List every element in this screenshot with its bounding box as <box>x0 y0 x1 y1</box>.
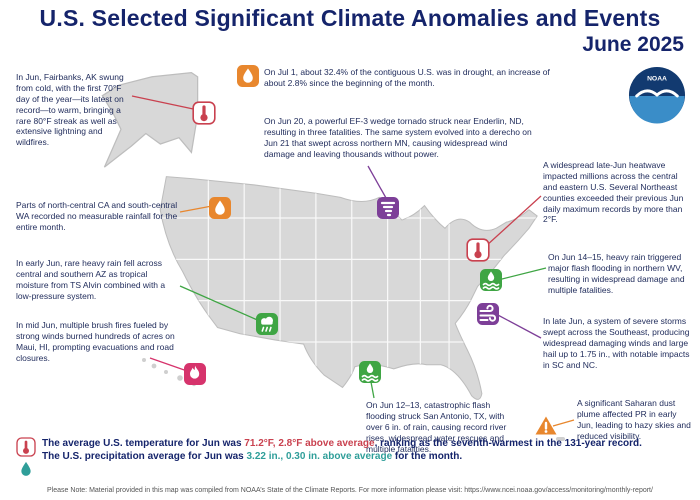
wind-glyph <box>479 304 497 322</box>
summary-text-part: for the month. <box>392 451 463 462</box>
summary-text-part: The average U.S. temperature for Jun was <box>42 438 245 449</box>
drought-icon <box>237 65 259 87</box>
footer-link[interactable]: https://www.ncei.noaa.gov/access/monitor… <box>464 487 653 494</box>
callout-southeast-storms: In late Jun, a system of severe storms s… <box>543 316 690 370</box>
flame-glyph <box>190 365 200 379</box>
logo-label: NOAA <box>647 76 667 83</box>
callout-saharan-dust: A significant Saharan dust plume affecte… <box>577 398 691 441</box>
flame-icon <box>184 363 206 385</box>
callout-wv-flash-flooding: On Jun 14–15, heavy rain triggered major… <box>548 252 685 295</box>
callout-national-drought: On Jul 1, about 32.4% of the contiguous … <box>264 67 550 88</box>
summary-text-part: , ranking as the seventh-warmest in the … <box>42 438 642 462</box>
flood-icon <box>359 361 381 383</box>
callout-late-jun-heatwave: A widespread late-Jun heatwave impacted … <box>543 160 684 225</box>
droplet-icon <box>209 197 231 219</box>
rain-glyph <box>261 326 272 332</box>
flood-wave-glyph <box>482 282 500 290</box>
callout-az-tropical-rain: In early Jun, rare heavy rain fell acros… <box>16 258 166 301</box>
noaa-logo: NOAA <box>628 66 686 124</box>
droplet-glyph <box>215 200 225 215</box>
cloud-glyph <box>261 316 273 325</box>
thermometer-icon <box>192 101 216 125</box>
tornado-glyph <box>380 201 396 217</box>
footer-text: Please Note: Material provided in this m… <box>47 487 463 494</box>
summary-thermometer-icon <box>16 437 36 457</box>
flood-icon <box>480 269 502 291</box>
thermometer-bulb <box>200 114 208 122</box>
dust-icon <box>535 416 557 435</box>
page-subtitle: June 2025 <box>582 33 684 56</box>
puerto-rico <box>556 437 565 441</box>
rain-icon <box>256 313 278 335</box>
summary-droplet-icon <box>21 461 31 476</box>
summary-temperature-value: 71.2°F, 2.8°F above average <box>244 438 375 449</box>
callout-nd-tornado-derecho: On Jun 20, a powerful EF-3 wedge tornado… <box>264 116 532 159</box>
callout-san-antonio-flooding: On Jun 12–13, catastrophic flash floodin… <box>366 400 507 454</box>
summary-precipitation-value: 3.22 in., 0.30 in. above average <box>246 451 393 462</box>
seagull-glyph <box>635 89 679 98</box>
tornado-icon <box>377 197 399 219</box>
logo-lower-half <box>629 95 685 124</box>
flood-wave-glyph <box>361 374 379 382</box>
flood-drop-glyph <box>487 271 495 281</box>
thermometer-icon <box>466 238 490 262</box>
flood-drop-glyph <box>366 363 374 373</box>
callout-ca-wa-no-rain: Parts of north-central CA and south-cent… <box>16 200 178 232</box>
thermometer-bulb <box>23 447 29 454</box>
droplet-glyph <box>21 461 31 476</box>
callout-maui-brush-fires: In mid Jun, multiple brush fires fueled … <box>16 320 175 363</box>
exclamation-dot <box>544 430 548 433</box>
droplet-glyph <box>243 68 253 83</box>
monthly-summary: The average U.S. temperature for Jun was… <box>42 437 642 463</box>
page-title: U.S. Selected Significant Climate Anomal… <box>39 5 661 31</box>
callout-fairbanks-temps: In Jun, Fairbanks, AK swung from cold, w… <box>16 72 124 148</box>
thermometer-bulb <box>474 251 482 259</box>
us-outline <box>159 176 538 400</box>
wind-icon <box>477 303 499 325</box>
footer-note: Please Note: Material provided in this m… <box>0 487 700 494</box>
